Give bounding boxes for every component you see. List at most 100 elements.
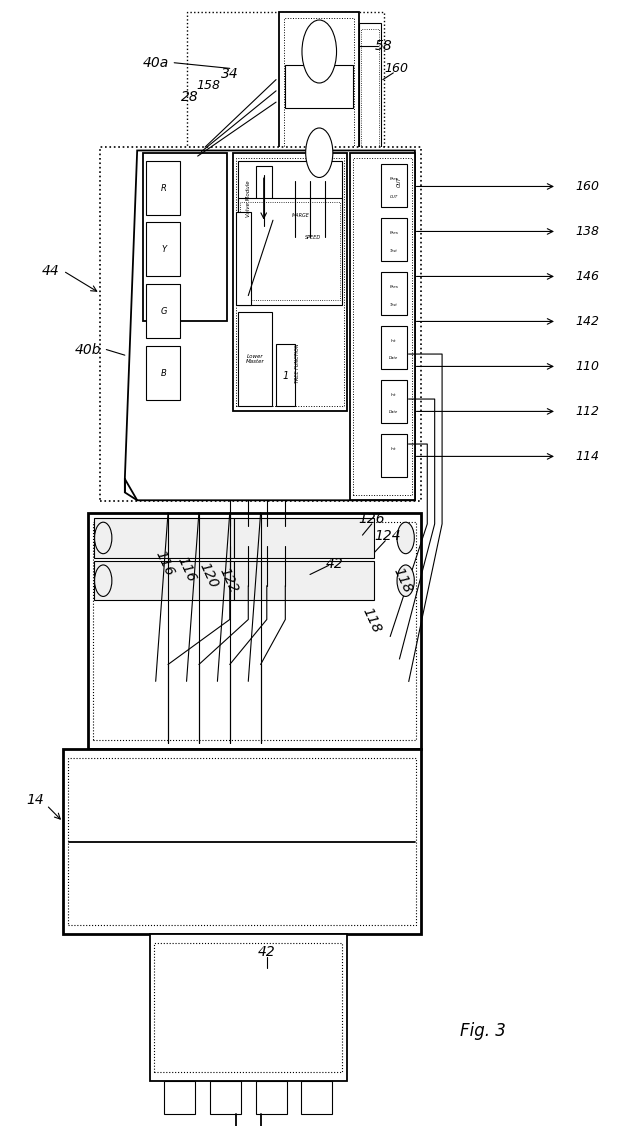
Bar xyxy=(238,313,272,406)
Bar xyxy=(100,148,421,502)
Bar xyxy=(210,1081,241,1115)
Text: 116: 116 xyxy=(175,554,198,584)
Text: Y: Y xyxy=(161,246,166,255)
Bar xyxy=(234,561,374,601)
Text: 40b: 40b xyxy=(74,343,101,357)
Text: 42: 42 xyxy=(258,944,276,958)
Bar xyxy=(146,346,180,400)
Circle shape xyxy=(95,565,112,596)
Bar xyxy=(143,153,227,322)
Bar xyxy=(236,159,344,406)
Polygon shape xyxy=(125,151,415,500)
Circle shape xyxy=(397,523,414,554)
Bar xyxy=(154,943,342,1072)
Bar xyxy=(284,18,355,243)
Text: 114: 114 xyxy=(575,450,600,463)
Bar xyxy=(381,434,407,477)
Text: 112: 112 xyxy=(575,406,600,418)
Bar xyxy=(267,551,302,567)
Text: 158: 158 xyxy=(196,79,220,92)
Bar xyxy=(236,213,251,305)
Text: 118: 118 xyxy=(360,605,384,635)
Bar xyxy=(94,561,234,601)
Circle shape xyxy=(306,128,333,178)
Bar xyxy=(122,529,157,544)
Text: 34: 34 xyxy=(221,68,239,81)
Bar xyxy=(340,529,374,544)
Bar xyxy=(381,273,407,316)
Text: Pres: Pres xyxy=(389,177,399,181)
Bar xyxy=(94,518,234,558)
Circle shape xyxy=(95,523,112,554)
Bar xyxy=(164,1081,195,1115)
Bar xyxy=(159,551,193,567)
Bar xyxy=(376,529,410,544)
Text: 146: 146 xyxy=(575,270,600,283)
Bar xyxy=(381,327,407,369)
Text: Int: Int xyxy=(391,339,397,344)
Bar xyxy=(187,12,384,249)
Text: OUT: OUT xyxy=(397,176,402,186)
Bar xyxy=(285,178,353,240)
Circle shape xyxy=(302,20,337,83)
Text: 42: 42 xyxy=(326,557,343,570)
Bar xyxy=(233,153,347,411)
Text: SPEED: SPEED xyxy=(305,234,321,240)
Text: 160: 160 xyxy=(384,62,409,76)
Text: 40a: 40a xyxy=(143,56,169,70)
Text: 58: 58 xyxy=(375,39,393,53)
Text: 124: 124 xyxy=(374,529,401,542)
Bar xyxy=(238,198,342,305)
Text: 1: 1 xyxy=(282,371,288,381)
Bar xyxy=(195,551,229,567)
Text: Int: Int xyxy=(391,447,397,451)
Text: B: B xyxy=(161,369,167,378)
Text: 14: 14 xyxy=(27,792,44,807)
Text: G: G xyxy=(161,308,167,317)
Text: Test: Test xyxy=(390,248,398,252)
Text: TREE FUNCTION: TREE FUNCTION xyxy=(295,344,300,383)
Bar xyxy=(195,529,229,544)
Bar xyxy=(231,529,265,544)
Bar xyxy=(267,529,302,544)
Text: 44: 44 xyxy=(42,264,60,278)
Text: 116: 116 xyxy=(153,549,177,578)
Bar xyxy=(122,549,412,569)
Bar xyxy=(93,522,416,740)
Circle shape xyxy=(397,565,414,596)
Text: 110: 110 xyxy=(575,361,600,373)
Bar xyxy=(146,285,180,338)
Text: 138: 138 xyxy=(575,225,600,238)
Bar xyxy=(63,749,421,934)
Bar xyxy=(360,24,381,238)
Text: Fig. 3: Fig. 3 xyxy=(460,1021,506,1039)
Bar xyxy=(301,1081,332,1115)
Bar xyxy=(231,551,265,567)
Text: Test: Test xyxy=(390,302,398,307)
Bar xyxy=(122,526,412,547)
Bar xyxy=(381,219,407,261)
Text: 142: 142 xyxy=(575,316,600,328)
Bar xyxy=(340,551,374,567)
Bar xyxy=(238,161,342,238)
Text: Int: Int xyxy=(391,393,397,397)
Bar xyxy=(68,758,416,925)
Text: MARGE: MARGE xyxy=(292,213,309,218)
Text: R: R xyxy=(161,184,167,193)
Text: Date: Date xyxy=(389,356,399,361)
Bar xyxy=(304,551,338,567)
Text: 160: 160 xyxy=(575,180,600,194)
Bar xyxy=(285,65,353,108)
Bar xyxy=(381,165,407,207)
Bar xyxy=(381,380,407,423)
Bar xyxy=(376,551,410,567)
Bar xyxy=(122,551,157,567)
Text: 118: 118 xyxy=(391,566,415,595)
Bar xyxy=(255,1081,286,1115)
Bar xyxy=(159,529,193,544)
Bar xyxy=(304,529,338,544)
Bar xyxy=(276,344,294,406)
Bar xyxy=(149,934,347,1081)
Bar xyxy=(350,153,415,500)
Text: 120: 120 xyxy=(196,560,220,589)
